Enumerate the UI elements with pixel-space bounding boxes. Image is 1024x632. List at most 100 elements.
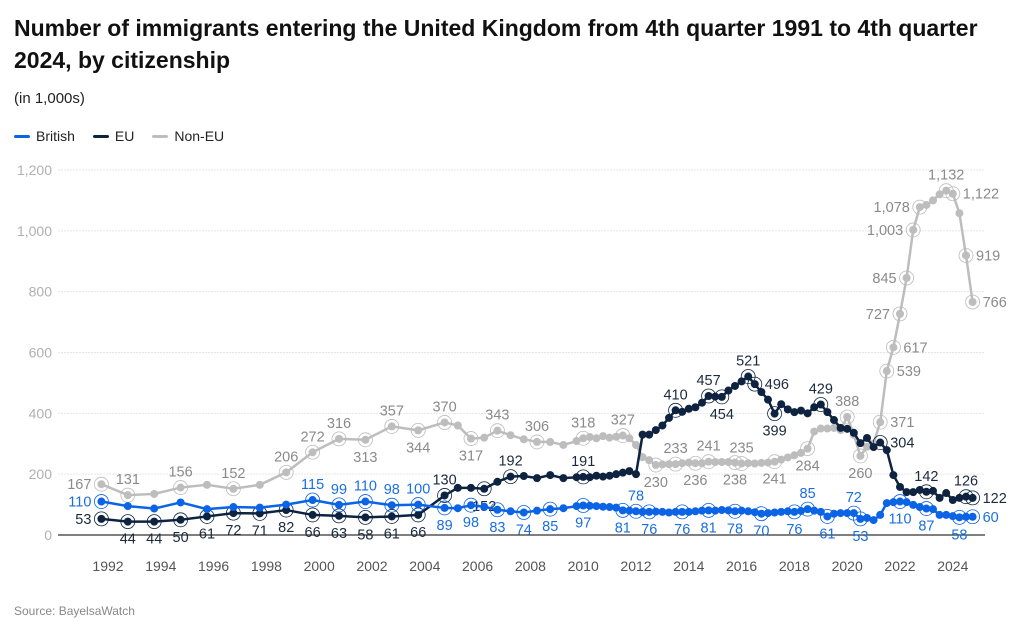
- data-point-eu: [651, 426, 660, 435]
- data-label-non-eu: 388: [835, 394, 859, 410]
- data-point-british: [203, 505, 211, 514]
- data-point-british: [546, 505, 555, 514]
- data-point-eu: [255, 509, 264, 518]
- data-label-non-eu: 343: [485, 408, 509, 424]
- data-label-british: 98: [463, 515, 479, 531]
- data-point-non-eu: [559, 440, 568, 449]
- legend-swatch-eu: [92, 134, 109, 138]
- data-point-british: [255, 503, 264, 512]
- data-point-british: [335, 500, 343, 509]
- data-point-non-eu: [955, 209, 964, 218]
- data-point-highlight-british: [965, 509, 980, 525]
- data-point-british: [150, 504, 159, 513]
- legend-swatch-non-eu: [152, 134, 169, 138]
- data-point-british: [480, 502, 489, 511]
- data-label-british: 98: [384, 482, 400, 498]
- data-label-non-eu: 241: [696, 439, 720, 455]
- data-point-highlight-non-eu: [94, 476, 109, 492]
- data-point-british: [599, 502, 607, 511]
- data-point-non-eu: [810, 427, 819, 436]
- data-point-eu: [816, 400, 825, 409]
- data-point-highlight-british: [331, 497, 347, 513]
- data-point-eu: [948, 496, 957, 505]
- data-point-british: [935, 510, 944, 519]
- data-label-eu: 496: [765, 377, 789, 393]
- data-point-highlight-non-eu: [278, 464, 294, 480]
- data-point-highlight-non-eu: [872, 414, 888, 430]
- data-point-highlight-non-eu: [727, 455, 743, 471]
- data-point-eu: [856, 439, 865, 448]
- data-label-british: 85: [542, 519, 558, 535]
- data-label-eu: 130: [432, 472, 456, 488]
- legend-item-british[interactable]: British: [14, 128, 75, 144]
- data-point-highlight-non-eu: [331, 431, 347, 447]
- data-label-eu: 61: [199, 526, 215, 542]
- data-label-british: 61: [819, 526, 835, 542]
- data-point-non-eu: [440, 418, 449, 427]
- data-point-highlight-eu: [714, 389, 730, 405]
- data-point-eu: [757, 388, 766, 397]
- y-tick-label: 1,000: [17, 223, 52, 239]
- data-point-non-eu: [361, 435, 370, 444]
- data-label-eu: 410: [663, 387, 687, 403]
- data-point-highlight-non-eu: [529, 434, 545, 450]
- data-point-british: [896, 497, 904, 506]
- data-label-non-eu: 919: [976, 248, 1000, 264]
- data-label-non-eu: 1,132: [928, 168, 964, 184]
- legend-item-non-eu[interactable]: Non-EU: [152, 128, 224, 144]
- data-point-highlight-non-eu: [701, 454, 716, 470]
- data-point-highlight-british: [674, 504, 690, 520]
- data-point-highlight-non-eu: [410, 422, 426, 438]
- data-point-british: [632, 507, 640, 516]
- source-note: Source: BayelsaWatch: [14, 604, 135, 618]
- data-label-non-eu: 371: [890, 415, 914, 431]
- data-point-highlight-non-eu: [886, 339, 901, 355]
- data-point-non-eu: [255, 480, 264, 489]
- data-label-eu: 191: [571, 454, 595, 470]
- data-point-eu: [783, 405, 792, 414]
- data-point-eu: [731, 381, 739, 390]
- data-point-highlight-british: [463, 497, 479, 513]
- data-point-eu: [453, 483, 462, 492]
- data-point-eu: [176, 515, 185, 524]
- data-point-highlight-non-eu: [357, 432, 373, 448]
- data-point-highlight-non-eu: [734, 456, 749, 471]
- data-label-eu: 429: [809, 382, 833, 398]
- data-label-british: 85: [800, 486, 816, 502]
- x-tick-label: 2000: [304, 558, 335, 574]
- data-label-eu: 457: [696, 373, 720, 389]
- data-point-eu: [836, 423, 845, 432]
- data-point-non-eu: [651, 461, 660, 470]
- data-label-british: 74: [516, 522, 532, 538]
- data-point-non-eu: [387, 422, 396, 431]
- data-point-eu: [632, 470, 640, 479]
- data-point-non-eu: [229, 484, 238, 493]
- data-point-eu: [592, 471, 601, 480]
- data-label-non-eu: 241: [762, 472, 786, 488]
- data-point-non-eu: [632, 440, 640, 449]
- data-point-highlight-eu: [120, 514, 136, 530]
- data-point-highlight-eu: [872, 435, 888, 450]
- data-label-eu: 122: [983, 491, 1007, 507]
- data-point-eu: [935, 493, 944, 502]
- data-point-british: [816, 507, 825, 516]
- data-point-eu: [724, 386, 733, 395]
- data-point-british: [519, 508, 528, 517]
- data-point-british: [856, 514, 865, 523]
- data-label-non-eu: 357: [380, 403, 404, 419]
- data-point-highlight-british: [437, 500, 453, 516]
- data-label-british: 58: [951, 527, 967, 543]
- legend-item-eu[interactable]: EU: [92, 128, 134, 144]
- data-point-highlight-non-eu: [225, 481, 241, 497]
- data-point-non-eu: [506, 431, 515, 440]
- data-point-highlight-british: [727, 503, 743, 519]
- data-point-british: [414, 500, 423, 509]
- data-label-non-eu: 238: [723, 473, 747, 489]
- data-point-highlight-british: [489, 502, 505, 518]
- y-tick-label: 0: [44, 527, 52, 543]
- data-point-eu: [618, 468, 627, 477]
- data-point-non-eu: [599, 432, 607, 441]
- data-point-highlight-british: [820, 509, 835, 524]
- data-point-british: [440, 503, 449, 512]
